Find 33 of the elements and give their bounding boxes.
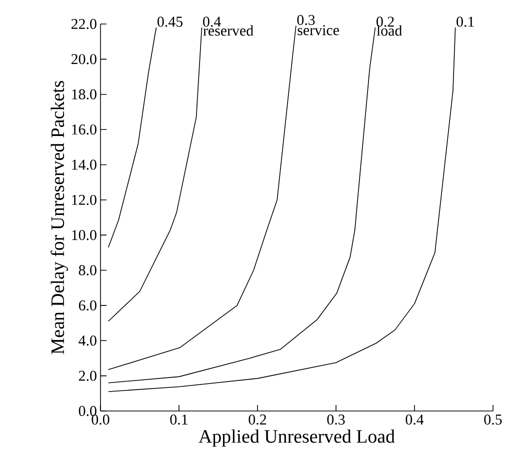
annotation: reserved — [203, 25, 254, 36]
x-tick-label: 0.1 — [170, 414, 188, 425]
y-axis-title: Mean Delay for Unreserved Packets — [50, 80, 68, 354]
line-series — [108, 27, 202, 322]
x-tick-label: 0.2 — [248, 414, 266, 425]
x-tick-label: 0.3 — [327, 414, 345, 425]
series-label: 0.1 — [456, 16, 474, 27]
y-tick-label: 0.0 — [78, 406, 96, 416]
line-series — [108, 27, 157, 248]
x-tick-label: 0.5 — [484, 414, 502, 425]
x-axis-title: Applied Unreserved Load — [198, 430, 395, 447]
line-series — [108, 25, 296, 370]
y-tick-label: 22.0 — [71, 18, 96, 30]
x-tick-label: 0.4 — [406, 414, 424, 425]
y-tick-label: 2.0 — [78, 370, 96, 381]
y-tick-label: 12.0 — [72, 194, 96, 205]
x-tick-label: 0.0 — [92, 414, 110, 425]
series-label: 0.45 — [158, 16, 183, 27]
y-tick-label: 6.0 — [78, 300, 96, 311]
y-tick-label: 18.0 — [72, 89, 96, 100]
series-label: 0.3 — [297, 14, 315, 26]
y-tick-label: 20.0 — [71, 54, 96, 64]
y-tick-label: 10.0 — [72, 230, 96, 240]
series-label: 0.4 — [203, 16, 221, 27]
annotation: load — [376, 25, 402, 36]
y-tick-label: 4.0 — [78, 336, 96, 346]
line-series — [108, 27, 376, 384]
line-series — [108, 27, 456, 392]
annotation: service — [298, 25, 339, 36]
series-label: 0.2 — [376, 16, 394, 27]
y-tick-label: 8.0 — [78, 265, 96, 276]
y-tick-label: 16.0 — [72, 124, 96, 135]
y-tick-label: 14.0 — [72, 160, 96, 170]
